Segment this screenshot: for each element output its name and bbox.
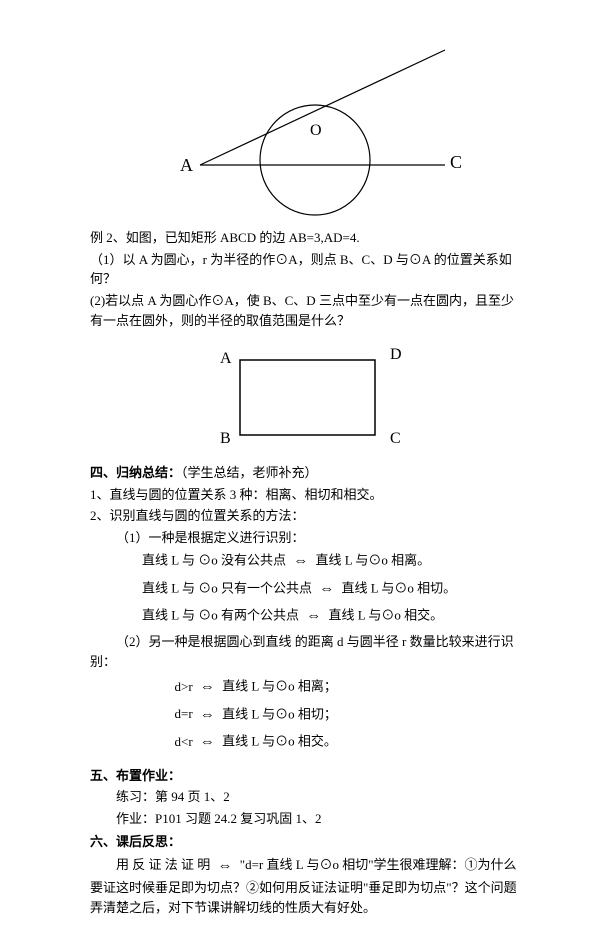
homework-title: 五、布置作业： (90, 766, 520, 786)
summary-method1-title: （1）一种是根据定义进行识别： (90, 528, 520, 548)
iff-arrow-icon: ⇔ (200, 707, 215, 723)
figure2-label-C: C (390, 430, 401, 448)
figure-rectangle: A D B C (190, 340, 420, 455)
cmp-gt-left: d>r (175, 679, 193, 694)
figure1-label-C: C (450, 152, 462, 173)
summary-method2: （2）另一种是根据圆心到直线 的距离 d 与圆半径 r 数量比较来进行识别： (90, 632, 520, 674)
cmp-lt-right: 直线 L 与⊙o 相交。 (222, 734, 337, 749)
iff-arrow-icon: ⇔ (319, 581, 334, 597)
summary-line1: 1、直线与圆的位置关系 3 种：相离、相切和相交。 (90, 485, 520, 505)
iff-arrow-icon: ⇔ (200, 734, 215, 750)
summary-title-suffix: （学生总结，老师补充） (181, 465, 318, 480)
figure1-svg (155, 30, 455, 220)
example2-intro: 例 2、如图，已知矩形 ABCD 的边 AB=3,AD=4. (90, 228, 520, 248)
relation-one: 直线 L 与 ⊙o 只有一个公共点 ⇔ 直线 L 与⊙o 相切。 (142, 577, 520, 603)
cmp-lt-left: d<r (175, 734, 193, 749)
rel-none-left: 直线 L 与 ⊙o 没有公共点 (142, 553, 286, 568)
figure1-label-O: O (310, 122, 322, 140)
example2-part1: （1）以 A 为圆心，r 为半径的作⊙A，则点 B、C、D 与⊙A 的位置关系如… (90, 250, 520, 289)
rel-one-right: 直线 L 与⊙o 相切。 (341, 580, 456, 595)
homework-line2: 作业：P101 习题 24.2 复习巩固 1、2 (90, 809, 520, 829)
summary-heading: 四、归纳总结：（学生总结，老师补充） (90, 463, 520, 483)
compare-lt: d<r ⇔ 直线 L 与⊙o 相交。 (142, 730, 520, 756)
figure2-label-B: B (220, 430, 231, 448)
cmp-eq-left: d=r (175, 706, 193, 721)
figure1-line-diagonal (200, 50, 445, 165)
compare-eq: d=r ⇔ 直线 L 与⊙o 相切； (142, 703, 520, 729)
iff-arrow-icon: ⇔ (200, 679, 215, 695)
figure2-label-A: A (220, 350, 232, 368)
iff-arrow-icon: ⇔ (293, 553, 308, 569)
figure-angle-circle: A C O (155, 30, 455, 220)
rel-two-left: 直线 L 与 ⊙o 有两个公共点 (142, 608, 299, 623)
homework-line1: 练习：第 94 页 1、2 (90, 787, 520, 807)
relation-none: 直线 L 与 ⊙o 没有公共点 ⇔ 直线 L 与⊙o 相离。 (142, 549, 520, 575)
cmp-eq-right: 直线 L 与⊙o 相切； (222, 706, 337, 721)
summary-line2: 2、识别直线与圆的位置关系的方法： (90, 506, 520, 526)
rel-none-right: 直线 L 与⊙o 相离。 (315, 553, 430, 568)
reflection-para: 用 反 证 法 证 明 ⇔ "d=r 直线 L 与⊙o 相切"学生很难理解：①为… (90, 854, 520, 920)
example2-part2: (2)若以点 A 为圆心作⊙A，使 B、C、D 三点中至少有一点在圆内，且至少有… (90, 291, 520, 333)
rel-one-left: 直线 L 与 ⊙o 只有一个公共点 (142, 580, 312, 595)
cmp-gt-right: 直线 L 与⊙o 相离； (222, 679, 337, 694)
figure2-label-D: D (390, 346, 402, 364)
iff-arrow-icon: ⇔ (218, 858, 233, 874)
rel-two-right: 直线 L 与⊙o 相交。 (328, 608, 443, 623)
relation-two: 直线 L 与 ⊙o 有两个公共点 ⇔ 直线 L 与⊙o 相交。 (142, 604, 520, 630)
figure1-label-A: A (180, 155, 193, 176)
iff-arrow-icon: ⇔ (306, 608, 321, 624)
reflection-para-a: 用 反 证 法 证 明 (116, 857, 210, 872)
figure2-rect (240, 360, 375, 435)
summary-title: 四、归纳总结： (90, 465, 181, 480)
compare-gt: d>r ⇔ 直线 L 与⊙o 相离； (142, 675, 520, 701)
